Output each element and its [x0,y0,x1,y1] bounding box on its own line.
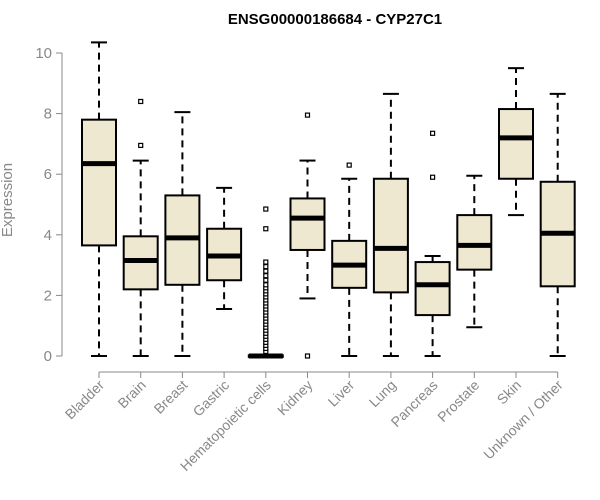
y-tick-label: 0 [44,348,52,365]
iqr-box [414,261,451,317]
outlier-point [304,112,311,118]
box-breast [164,111,201,357]
outlier-point [263,264,269,270]
y-tick-label: 6 [44,166,52,183]
chart-title: ENSG00000186684 - CYP27C1 [228,11,442,28]
box-skin [498,67,534,217]
outlier-point [138,142,144,149]
box-liver [331,162,368,357]
outlier-point [263,226,269,232]
x-tick-label: Kidney [274,377,316,419]
iqr-box [372,177,409,294]
box-pancreas [414,130,451,357]
box-unknown-other [539,92,576,357]
x-tick-label: Breast [151,377,191,417]
outlier-point [430,174,436,180]
iqr-box [498,108,534,180]
x-tick-label: Bladder [62,377,108,423]
plot-area [81,41,576,359]
outlier-point [263,259,269,265]
box-lung [372,92,409,357]
y-axis: 0 2 4 6 8 10 [35,45,63,365]
iqr-box [456,214,493,271]
y-tick-label: 8 [44,106,52,123]
y-tick-label: 10 [35,45,52,62]
iqr-box [81,118,117,247]
box-prostate [456,174,493,329]
x-tick-label: Unknown / Other [480,377,566,463]
outlier-point [346,162,352,168]
iqr-box [289,197,326,251]
x-tick-label: Prostate [434,377,482,425]
x-tick-label: Brain [114,377,148,411]
y-axis-label: Expression [0,163,16,237]
y-tick-label: 4 [44,227,52,244]
outlier-point [304,353,311,359]
box-kidney [289,112,326,359]
box-hematopoietic-cells [247,206,284,359]
box-gastric [206,186,243,311]
outlier-point [263,268,269,274]
outlier-point [263,277,269,283]
box-bladder [81,41,117,357]
outlier-point [263,282,269,288]
x-tick-label: Skin [494,377,525,408]
outlier-point [138,98,144,105]
x-tick-label: Lung [366,377,399,410]
outlier-point [263,273,269,279]
outlier-point [263,206,269,212]
y-tick-label: 2 [44,287,52,304]
box-brain [122,98,159,357]
outlier-point [430,130,436,136]
x-tick-label: Liver [325,377,358,410]
